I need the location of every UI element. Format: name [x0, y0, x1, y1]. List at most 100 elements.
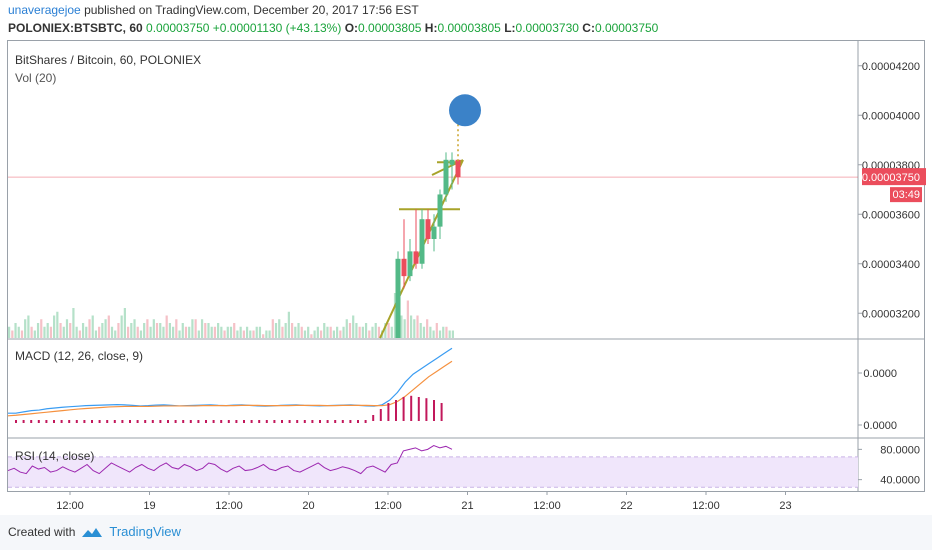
macd-histogram-bar — [182, 420, 185, 423]
volume-bar — [14, 323, 17, 338]
macd-histogram-bar — [30, 420, 33, 423]
volume-bar — [287, 311, 290, 338]
volume-bar — [432, 330, 435, 338]
volume-bar — [290, 323, 294, 338]
volume-bar — [255, 326, 258, 338]
rsi-axis-tick-label: 80.0000 — [880, 444, 920, 456]
volume-bar — [297, 323, 300, 338]
volume-bar — [217, 323, 220, 338]
volume-bar — [242, 330, 245, 338]
volume-bar — [406, 300, 409, 338]
volume-bar — [53, 315, 56, 338]
volume-bar — [165, 315, 168, 338]
volume-bar — [258, 326, 262, 338]
macd-histogram-bar — [91, 420, 93, 423]
volume-bar — [252, 330, 255, 338]
ohlc-header: POLONIEX:BTSBTC, 60 0.00003750 +0.000011… — [8, 21, 658, 35]
volume-bar — [200, 319, 204, 338]
created-with-text: Created with — [8, 524, 76, 539]
volume-bar — [188, 326, 191, 338]
volume-bar — [143, 323, 146, 338]
volume-bar — [339, 330, 342, 338]
candle-body — [407, 251, 413, 277]
change-value: +0.00001130 (+43.13%) — [212, 21, 342, 35]
macd-histogram-bar — [303, 420, 306, 423]
volume-bar — [419, 323, 422, 338]
volume-bar — [101, 323, 104, 338]
macd-histogram-bar — [136, 420, 139, 423]
macd-histogram-bar — [227, 420, 230, 423]
tradingview-logo-icon — [82, 527, 103, 537]
macd-histogram-bar — [174, 420, 177, 423]
tradingview-link[interactable]: TradingView — [109, 524, 181, 539]
volume-bar — [319, 330, 323, 338]
macd-histogram-bar — [349, 420, 352, 423]
author-link[interactable]: unaveragejoe — [8, 3, 81, 17]
macd-histogram-bar — [53, 420, 55, 423]
volume-indicator-label: Vol (20) — [15, 71, 56, 85]
volume-bar — [438, 330, 442, 338]
macd-histogram-bar — [113, 420, 116, 423]
chart-frame[interactable] — [7, 40, 925, 492]
volume-bar — [329, 326, 332, 338]
price-axis-tick-label: 0.00004000 — [862, 110, 920, 122]
volume-bar — [8, 326, 11, 338]
volume-bar — [104, 319, 107, 338]
volume-bar — [49, 326, 53, 338]
time-axis-tick-label: 21 — [461, 500, 473, 512]
candle-body — [449, 159, 455, 165]
volume-bar — [336, 326, 339, 338]
candle-body — [455, 159, 461, 178]
volume-bar — [371, 326, 374, 338]
time-axis-tick-label: 22 — [620, 500, 632, 512]
volume-bar — [368, 330, 371, 338]
volume-bar — [207, 323, 210, 338]
macd-histogram-bar — [68, 420, 71, 423]
macd-histogram-bar — [197, 420, 200, 423]
last-price-value: 0.00003750 — [146, 21, 210, 35]
macd-histogram-bar — [265, 420, 268, 423]
volume-bar — [393, 293, 397, 338]
candle-body — [395, 258, 401, 338]
high-label: H: — [424, 21, 438, 35]
macd-histogram-bar — [189, 420, 192, 423]
volume-bar — [429, 326, 432, 338]
macd-indicator-label: MACD (12, 26, close, 9) — [15, 349, 143, 363]
volume-bar — [136, 326, 139, 338]
volume-bar — [146, 319, 149, 338]
volume-bar — [168, 323, 172, 338]
volume-bar — [123, 308, 126, 338]
volume-bar — [210, 326, 213, 338]
volume-bar — [323, 323, 326, 338]
volume-bar — [226, 326, 229, 338]
volume-bar — [416, 315, 419, 338]
macd-histogram-bar — [288, 420, 291, 423]
macd-histogram-bar — [205, 420, 207, 423]
macd-histogram-bar — [235, 420, 238, 423]
volume-bar — [46, 323, 49, 338]
macd-histogram-bar — [319, 420, 321, 423]
volume-bar — [413, 319, 416, 338]
volume-bar — [159, 323, 162, 338]
published-text: published on TradingView.com, December 2… — [84, 3, 419, 17]
macd-histogram-bar — [167, 420, 169, 423]
signal-line — [7, 360, 453, 417]
target-circle-marker — [449, 94, 481, 127]
macd-histogram-bar — [402, 397, 405, 421]
last-price-tag-label: 0.00003750 — [862, 172, 920, 184]
time-axis-tick-label: 12:00 — [56, 500, 84, 512]
volume-bar — [11, 330, 14, 338]
volume-bar — [239, 326, 242, 338]
volume-bar — [120, 315, 123, 338]
price-axis-tick-label: 0.00003600 — [862, 209, 920, 221]
volume-bar — [403, 319, 406, 338]
volume-bar — [384, 323, 387, 338]
volume-bar — [374, 323, 377, 338]
volume-bar — [352, 315, 355, 338]
rsi-axis-tick-label: 40.0000 — [880, 475, 920, 487]
volume-bar — [278, 319, 281, 338]
macd-histogram-bar — [159, 420, 162, 423]
macd-histogram-bar — [83, 420, 86, 423]
macd-histogram-bar — [326, 420, 329, 423]
